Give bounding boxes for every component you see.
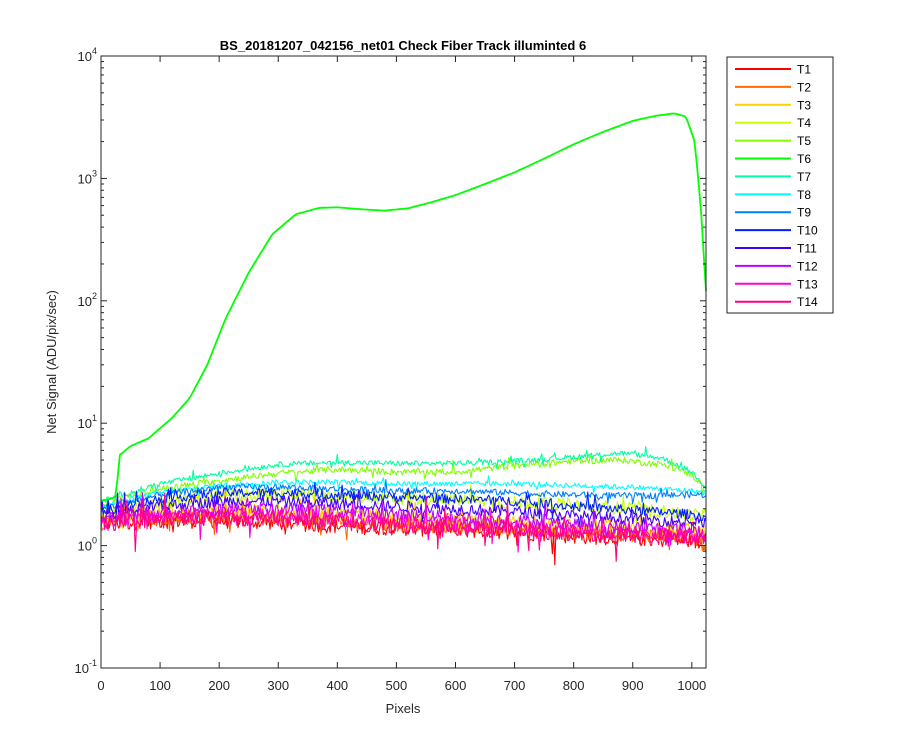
x-tick-label: 300	[267, 678, 289, 693]
legend-label-t4: T4	[797, 116, 811, 130]
legend-label-t11: T11	[797, 242, 817, 256]
legend-label-t3: T3	[797, 98, 811, 112]
y-tick-label: 104	[78, 46, 97, 64]
legend-label-t8: T8	[797, 188, 811, 202]
x-tick-label: 0	[97, 678, 104, 693]
series-line-t5	[100, 453, 707, 507]
x-axis-label: Pixels	[386, 701, 421, 716]
legend-box	[726, 56, 834, 314]
y-tick-label: 102	[78, 291, 97, 309]
y-axis-ticks: 10-1 100 101 102 103 104	[75, 46, 706, 676]
legend-label-t6: T6	[797, 152, 811, 166]
y-tick-label: 101	[78, 413, 97, 431]
series-line-t7	[100, 446, 707, 503]
legend-label-t7: T7	[797, 170, 811, 184]
series-line-t9	[100, 479, 707, 511]
legend-label-t9: T9	[797, 206, 811, 220]
x-tick-label: 1000	[677, 678, 706, 693]
y-tick-label: 100	[78, 536, 97, 554]
series-line-t10	[100, 481, 707, 522]
chart-title: BS_20181207_042156_net01 Check Fiber Tra…	[220, 38, 586, 53]
x-tick-label: 600	[445, 678, 467, 693]
series-line-t14	[101, 492, 707, 563]
x-tick-label: 800	[563, 678, 585, 693]
plot-frame	[100, 55, 707, 669]
x-tick-label: 500	[386, 678, 408, 693]
x-tick-label: 900	[622, 678, 644, 693]
legend-label-t13: T13	[797, 277, 818, 291]
legend: T1 T2 T3 T4 T5 T6 T7 T8 T9 T10 T11 T12 T13 T14	[726, 56, 834, 314]
legend-label-t12: T12	[797, 259, 818, 273]
legend-label-t14: T14	[797, 295, 818, 309]
x-tick-label: 400	[326, 678, 348, 693]
y-axis-label: Net Signal (ADU/pix/sec)	[44, 290, 59, 434]
x-tick-label: 700	[504, 678, 526, 693]
legend-label-t5: T5	[797, 134, 811, 148]
legend-label-t2: T2	[797, 80, 811, 94]
y-tick-label: 103	[78, 168, 97, 186]
series-line-t6	[100, 112, 707, 503]
legend-label-t10: T10	[797, 224, 818, 238]
legend-label-t1: T1	[797, 63, 811, 77]
x-tick-label: 100	[149, 678, 171, 693]
series-layer	[100, 112, 707, 566]
y-tick-label: 10-1	[75, 658, 97, 676]
x-axis-ticks: 0 100 200 300 400 500 600 700 800 900 1000	[97, 56, 706, 693]
x-tick-label: 200	[208, 678, 230, 693]
series-line-t8	[100, 475, 707, 509]
plot-area	[101, 56, 706, 668]
